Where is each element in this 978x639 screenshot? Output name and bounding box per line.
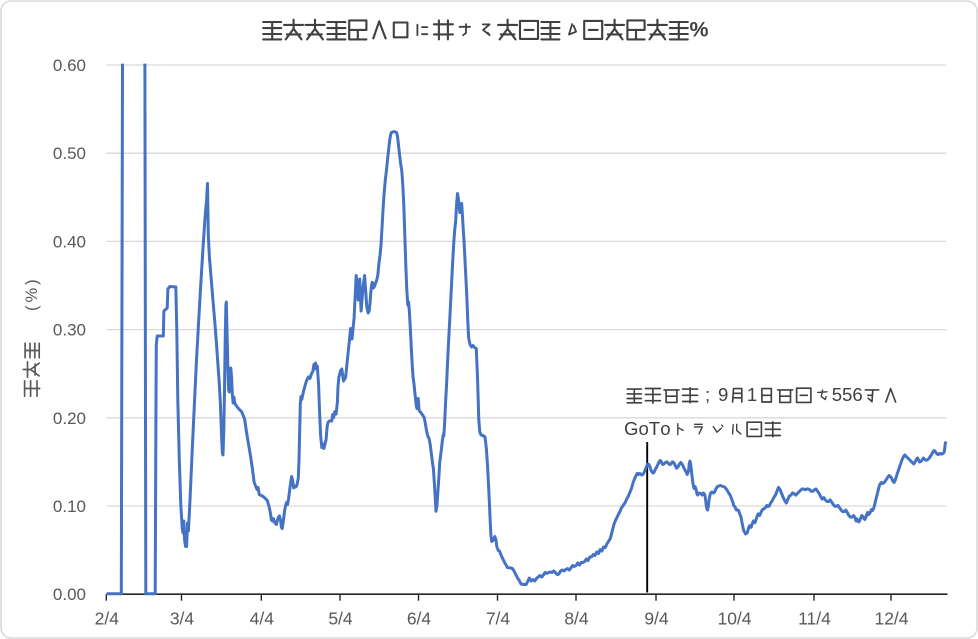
svg-text:5: 5 <box>842 384 852 405</box>
svg-text:3/4: 3/4 <box>170 609 195 629</box>
svg-text:;: ; <box>705 384 710 405</box>
svg-text:10/4: 10/4 <box>717 609 751 629</box>
svg-text:0.60: 0.60 <box>53 56 86 75</box>
svg-text:0.30: 0.30 <box>53 321 86 340</box>
svg-text:9/4: 9/4 <box>644 609 669 629</box>
svg-text:G: G <box>624 418 638 439</box>
svg-text:o: o <box>639 418 649 439</box>
svg-text:5/4: 5/4 <box>328 609 353 629</box>
svg-text:1: 1 <box>747 384 757 405</box>
svg-text:o: o <box>660 418 670 439</box>
svg-text:6/4: 6/4 <box>407 609 432 629</box>
svg-text:12/4: 12/4 <box>874 609 908 629</box>
svg-text:T: T <box>649 418 660 439</box>
svg-text:7/4: 7/4 <box>486 609 511 629</box>
svg-text:6: 6 <box>852 384 862 405</box>
svg-text:5: 5 <box>832 384 842 405</box>
svg-text:2/4: 2/4 <box>95 609 120 629</box>
svg-text:0.10: 0.10 <box>53 497 86 516</box>
svg-text:0.40: 0.40 <box>53 232 86 251</box>
svg-text:%: % <box>690 17 709 41</box>
svg-text:11/4: 11/4 <box>798 609 831 629</box>
svg-text:4/4: 4/4 <box>250 609 275 629</box>
svg-text:8/4: 8/4 <box>564 609 589 629</box>
svg-text:0.50: 0.50 <box>53 144 86 163</box>
svg-text:0.20: 0.20 <box>53 409 86 428</box>
svg-text:9: 9 <box>718 384 728 405</box>
svg-text:(%): (%) <box>23 276 41 311</box>
svg-text:0.00: 0.00 <box>53 585 86 604</box>
